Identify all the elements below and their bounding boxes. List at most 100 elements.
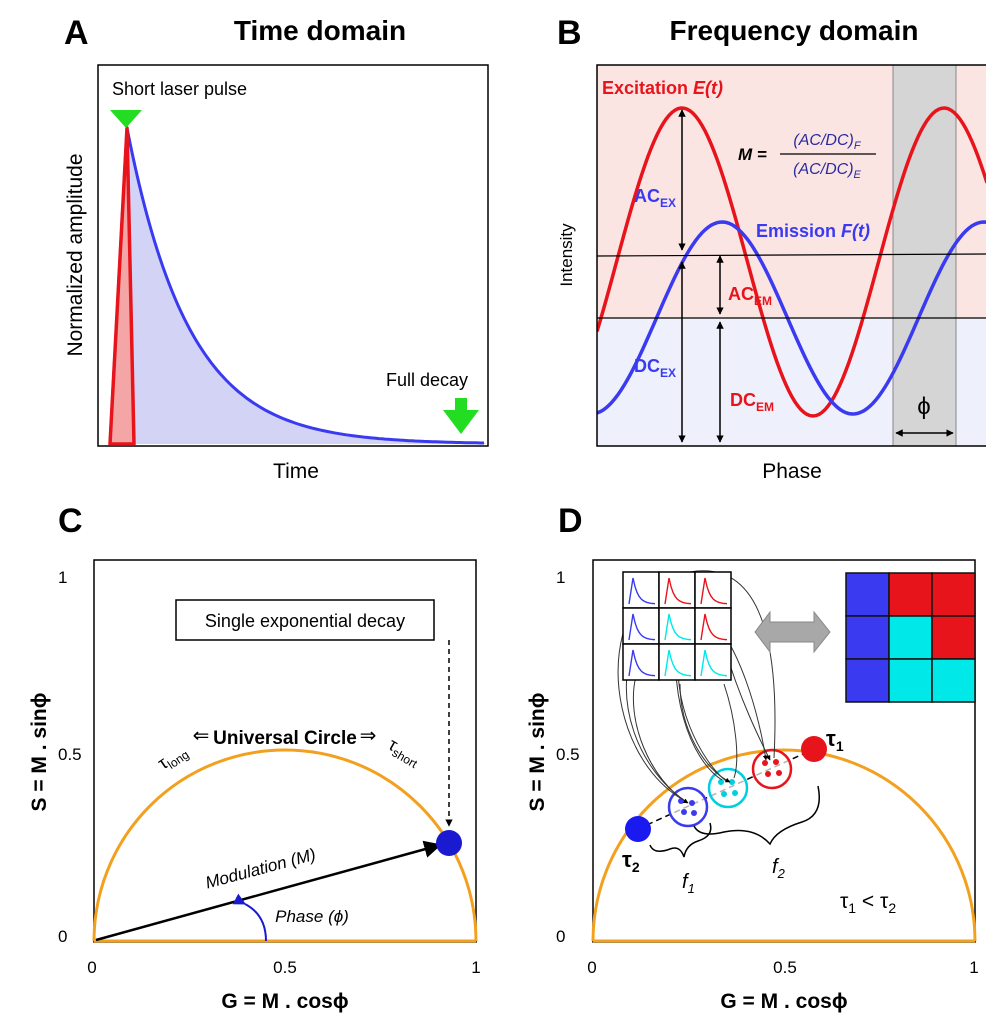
single-exp-box [175, 599, 435, 641]
panel-b: B Frequency domain ϕ Excitation E(t) Emi… [557, 14, 986, 483]
full-decay-label: Full decay [386, 370, 468, 390]
f2-label: f2 [772, 856, 786, 881]
panel-c-ylabel: S = M . sinϕ [28, 692, 51, 811]
thumbnail-decay-curve [664, 613, 692, 641]
right-arrow-icon: ⇒ [360, 725, 377, 747]
pixel-cell [845, 572, 890, 617]
f2-brace [693, 785, 820, 846]
ac-em-label: ACEM [728, 284, 772, 308]
c-xtick-05: 0.5 [273, 958, 297, 977]
d-xtick-0: 0 [587, 958, 596, 977]
thumbnail-decay-curve [700, 613, 728, 641]
panel-b-xlabel: Phase [762, 460, 822, 483]
double-arrow-icon [754, 610, 831, 654]
d-ytick-05: 0.5 [556, 745, 580, 764]
modulation-formula: M = (AC/DC)F (AC/DC)E [738, 132, 876, 181]
panel-b-frame [596, 64, 986, 447]
pixel-cell [845, 658, 890, 703]
decay-thumbnail [622, 607, 660, 645]
tau1-point [801, 736, 827, 762]
emission-mean-line [596, 253, 986, 257]
pixel-cell [888, 658, 933, 703]
tau2-label: τ2 [622, 847, 640, 875]
ac-ex-label: ACEX [634, 186, 676, 210]
decay-thumbnail-grid [622, 571, 732, 681]
thumbnail-decay-curve [628, 649, 656, 677]
single-decay-point [436, 830, 462, 856]
short-laser-pulse-label: Short laser pulse [112, 79, 247, 99]
excitation-curve [597, 106, 986, 418]
decay-thumbnail [622, 643, 660, 681]
panel-d-letter: D [558, 502, 583, 540]
phase-label: Phase (ϕ) [275, 907, 349, 926]
formula-denominator: (AC/DC)E [793, 161, 861, 181]
phase-angle-arc [232, 893, 267, 942]
f1-brace [649, 822, 712, 858]
f1-label: f1 [682, 871, 695, 896]
panel-b-title: Frequency domain [670, 15, 919, 46]
universal-circle-d [591, 748, 977, 942]
decay-thumbnail [694, 607, 732, 645]
decay-thumbnail [622, 571, 660, 609]
emission-decay-curve [108, 127, 484, 445]
panel-b-letter: B [557, 14, 582, 52]
decay-thumbnail [694, 571, 732, 609]
single-exp-label: Single exponential decay [205, 611, 405, 631]
laser-pulse-curve [108, 126, 136, 446]
tau-relation: τ1 < τ2 [840, 890, 896, 916]
decay-arrow-icon [443, 398, 479, 434]
d-ytick-1: 1 [556, 568, 565, 587]
c-ytick-05: 0.5 [58, 745, 82, 764]
pixel-cell [888, 572, 933, 617]
dc-em-label: DCEM [730, 390, 774, 414]
panel-d: D [526, 502, 979, 1013]
panel-d-xlabel: G = M . cosϕ [720, 990, 847, 1013]
thumbnail-decay-curve [628, 577, 656, 605]
panel-a-title: Time domain [234, 15, 406, 46]
phase-symbol: ϕ [917, 393, 930, 420]
cluster-cyan [707, 767, 749, 809]
thumbnail-decay-curve [664, 577, 692, 605]
panel-a: A Time domain Short laser pulse Full dec… [64, 14, 489, 483]
dc-ex-label: DCEX [634, 356, 676, 380]
c-ytick-0: 0 [58, 927, 67, 946]
panel-c: C Single exponential decay Universal Cir… [28, 502, 481, 1013]
c-xtick-0: 0 [87, 958, 96, 977]
tau1-label: τ1 [826, 726, 844, 754]
d-xtick-05: 0.5 [773, 958, 797, 977]
panel-c-xlabel: G = M . cosϕ [221, 990, 348, 1013]
pixel-cell [931, 615, 976, 660]
decay-thumbnail [658, 643, 696, 681]
excitation-label: Excitation E(t) [602, 78, 723, 98]
d-ytick-0: 0 [556, 927, 565, 946]
panel-a-letter: A [64, 14, 89, 52]
pulse-arrow-icon [110, 110, 142, 128]
panel-a-ylabel: Normalized amplitude [64, 153, 87, 356]
panel-d-ylabel: S = M . sinϕ [526, 692, 549, 811]
cluster-red [751, 748, 793, 790]
tau2-point [625, 816, 651, 842]
d-xtick-1: 1 [969, 958, 978, 977]
thumbnail-decay-curve [700, 649, 728, 677]
c-xtick-1: 1 [471, 958, 480, 977]
pixel-cell [888, 615, 933, 660]
pixel-cell [931, 658, 976, 703]
emission-decay-area [110, 128, 486, 444]
emission-label: Emission F(t) [756, 221, 870, 241]
thumbnail-decay-curve [664, 649, 692, 677]
decay-thumbnail [694, 643, 732, 681]
panel-c-letter: C [58, 502, 83, 540]
c-ytick-1: 1 [58, 568, 67, 587]
pixel-cell [931, 572, 976, 617]
modulation-vector [95, 840, 442, 942]
thumbnail-decay-curve [628, 613, 656, 641]
formula-numerator: (AC/DC)F [793, 132, 861, 152]
phase-shift-band [892, 64, 957, 447]
pixel-cell [845, 615, 890, 660]
universal-circle-label: Universal Circle [213, 728, 357, 749]
panel-a-xlabel: Time [273, 460, 319, 483]
pixel-color-grid [845, 572, 976, 703]
decay-thumbnail [658, 607, 696, 645]
thumbnail-decay-curve [700, 577, 728, 605]
